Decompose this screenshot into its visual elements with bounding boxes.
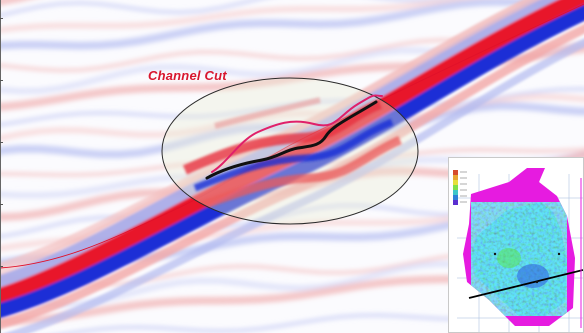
channel-cut-label: Channel Cut [148, 68, 227, 83]
channel-cut-ellipse-outline [161, 77, 419, 225]
channel-internal-reflections [182, 97, 402, 211]
background-reflection [0, 93, 584, 142]
interpreted-horizon [205, 100, 378, 180]
inset-map [448, 157, 584, 333]
background-reflection [0, 0, 447, 18]
well-marker [557, 252, 561, 256]
background-reflection [0, 0, 584, 50]
inset-color-legend [453, 170, 467, 205]
well-marker [535, 280, 539, 284]
well-marker [493, 252, 497, 256]
background-reflection [0, 0, 475, 33]
channel-outline-trace [211, 94, 383, 173]
section-line [468, 269, 583, 299]
inset-map-drawing [449, 158, 583, 332]
blue-reflector [0, 4, 584, 319]
